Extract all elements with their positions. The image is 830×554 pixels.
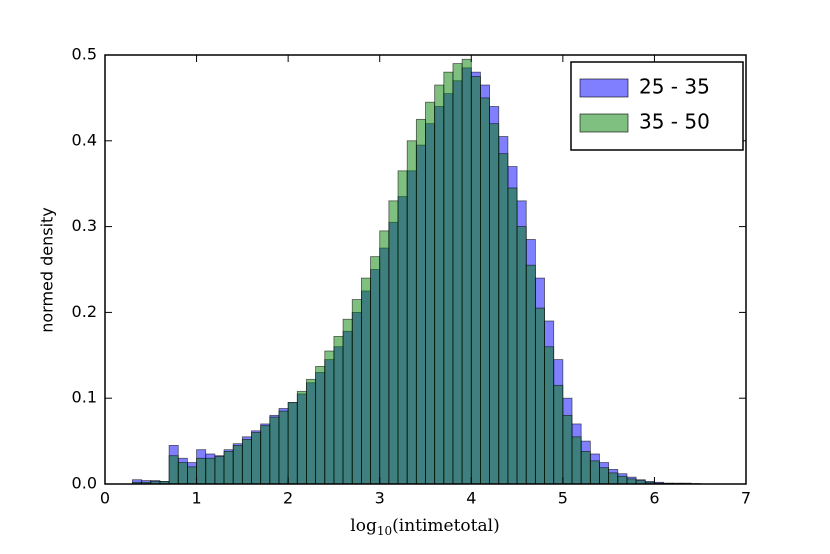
x-tick-label: 6	[649, 489, 659, 508]
x-tick-label: 5	[558, 489, 568, 508]
bar	[443, 71, 454, 485]
y-tick-label: 0.0	[72, 474, 97, 493]
bar	[406, 140, 417, 485]
bar	[351, 299, 362, 485]
bar	[269, 416, 280, 485]
x-tick-label: 3	[375, 489, 385, 508]
x-tick-label: 1	[191, 489, 201, 508]
bar	[205, 457, 216, 485]
y-tick-label: 0.2	[72, 302, 97, 321]
bar	[287, 402, 298, 485]
bar	[296, 390, 307, 485]
bar	[324, 350, 335, 485]
bar	[251, 432, 262, 485]
bar	[425, 101, 436, 485]
x-tick-label: 7	[741, 489, 751, 508]
y-tick-label: 0.1	[72, 388, 97, 407]
legend-label: 35 - 50	[639, 110, 710, 134]
bar	[480, 97, 491, 485]
bar	[223, 450, 234, 485]
x-tick-label: 4	[466, 489, 476, 508]
bar	[534, 307, 545, 485]
bar	[589, 460, 600, 485]
legend-swatch	[579, 113, 629, 133]
bar	[260, 425, 271, 485]
bar	[516, 226, 527, 485]
bar	[608, 472, 619, 485]
bar	[397, 170, 408, 485]
bar	[507, 187, 518, 485]
bar	[388, 200, 399, 485]
bar	[168, 455, 179, 485]
bar	[580, 450, 591, 485]
bar	[562, 414, 573, 485]
bar	[452, 63, 463, 485]
bar	[599, 467, 610, 485]
bar	[571, 436, 582, 485]
bar	[196, 457, 207, 485]
bar	[525, 264, 536, 485]
bar	[187, 466, 197, 485]
legend-swatch	[579, 78, 629, 98]
bar	[342, 318, 353, 485]
bar	[241, 438, 252, 485]
bar	[461, 58, 472, 485]
y-tick-label: 0.3	[72, 216, 97, 235]
plot-frame	[104, 54, 747, 485]
x-tick-label: 2	[283, 489, 293, 508]
bar	[415, 118, 426, 485]
y-axis-label: normed density	[38, 207, 57, 333]
bar	[626, 478, 637, 485]
y-tick-label: 0.5	[72, 45, 97, 64]
x-label-base: log	[350, 516, 377, 536]
bar	[489, 123, 500, 485]
bar	[278, 410, 289, 485]
x-tick-label: 0	[100, 489, 110, 508]
bar	[232, 444, 243, 485]
bar	[370, 256, 381, 485]
bar	[553, 384, 564, 485]
bar	[434, 84, 445, 485]
x-axis-label: log10(intimetotal)	[350, 516, 499, 538]
bar	[315, 366, 326, 485]
bar	[177, 462, 188, 485]
bar	[617, 475, 628, 485]
x-label-argument: (intimetotal)	[392, 516, 500, 536]
legend-box	[570, 61, 744, 151]
bar	[333, 336, 344, 485]
bar	[470, 76, 481, 485]
bar	[498, 153, 509, 485]
x-label-subscript: 10	[377, 524, 392, 538]
bar	[379, 230, 390, 485]
legend-label: 25 - 35	[639, 75, 710, 99]
bar	[544, 346, 555, 485]
bar	[214, 456, 225, 485]
bar	[306, 378, 317, 485]
y-tick-label: 0.4	[72, 130, 97, 149]
bar	[360, 277, 371, 485]
